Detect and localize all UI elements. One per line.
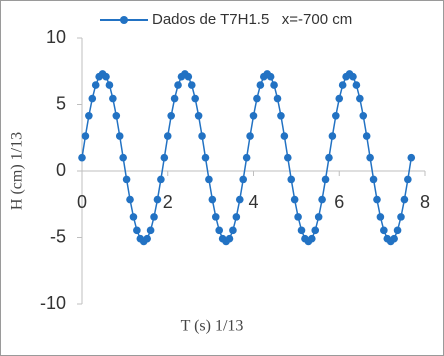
y-axis-title: H (cm) 1/13 [9, 132, 26, 210]
x-tick-label: 0 [77, 192, 87, 212]
data-point [369, 175, 378, 184]
data-point [157, 175, 165, 184]
data-point [81, 132, 90, 140]
data-point [184, 72, 193, 81]
data-point [404, 175, 412, 184]
data-point [249, 112, 258, 120]
legend-swatch-marker [120, 16, 128, 24]
data-point [153, 195, 162, 204]
data-point [407, 153, 416, 162]
y-tick-label: 10 [46, 27, 66, 47]
data-point [294, 213, 302, 221]
x-axis-title: T (s) 1/13 [181, 318, 244, 335]
data-point [366, 153, 374, 162]
data-point [270, 81, 278, 89]
data-point [146, 226, 155, 235]
data-point [335, 94, 344, 103]
data-point [277, 112, 285, 120]
y-tick-label: -10 [40, 293, 66, 313]
data-point [239, 175, 248, 184]
data-point [362, 132, 371, 140]
data-point [284, 153, 292, 162]
data-point [311, 226, 320, 235]
data-point [91, 81, 100, 89]
data-point [273, 94, 282, 103]
data-point [380, 226, 388, 235]
data-point [325, 153, 333, 162]
data-point [208, 195, 217, 204]
data-point [85, 112, 93, 120]
data-point [112, 112, 121, 120]
data-point [287, 175, 296, 184]
data-point [122, 175, 131, 184]
legend-label: Dados de T7H1.5 x=-700 cm [152, 11, 352, 28]
x-tick-label: 6 [334, 192, 344, 212]
data-point [187, 81, 196, 89]
data-point [129, 213, 138, 221]
data-point [115, 132, 124, 140]
data-point [256, 81, 265, 89]
data-point [170, 94, 179, 103]
data-point [314, 213, 323, 221]
data-point [198, 132, 206, 140]
data-point [167, 112, 175, 120]
data-point [246, 132, 254, 140]
data-point [308, 234, 316, 243]
data-point [349, 72, 357, 81]
data-point [328, 132, 337, 140]
data-point [359, 112, 368, 120]
y-tick-label: 0 [56, 160, 66, 180]
data-point [143, 234, 151, 243]
data-point [356, 94, 364, 103]
x-tick-label: 8 [420, 192, 430, 212]
data-point [332, 112, 340, 120]
data-point [376, 213, 385, 221]
data-point [133, 226, 141, 235]
data-point [105, 81, 114, 89]
data-point [266, 72, 275, 81]
data-point [242, 153, 251, 162]
data-point [393, 226, 402, 235]
data-point [109, 94, 117, 103]
data-point [174, 81, 182, 89]
data-point [78, 153, 86, 162]
data-point [160, 153, 169, 162]
data-point [88, 94, 97, 103]
data-point [235, 195, 244, 204]
data-point [390, 234, 398, 243]
data-point [338, 81, 347, 89]
data-point [397, 213, 405, 221]
x-tick-label: 2 [163, 192, 173, 212]
data-point [229, 226, 237, 235]
data-point [150, 213, 158, 221]
data-point [225, 234, 234, 243]
data-point [253, 94, 261, 103]
data-point [352, 81, 361, 89]
data-point [297, 226, 306, 235]
data-point [318, 195, 326, 204]
data-point [290, 195, 299, 204]
data-point [215, 226, 223, 235]
data-point [201, 153, 210, 162]
data-point [373, 195, 381, 204]
data-point [126, 195, 134, 204]
data-point [321, 175, 330, 184]
data-point [211, 213, 220, 221]
data-point [194, 112, 203, 120]
data-point [400, 195, 409, 204]
data-point [102, 72, 110, 81]
y-tick-label: -5 [50, 226, 66, 246]
data-point [280, 132, 289, 140]
data-point [163, 132, 172, 140]
y-tick-label: 5 [56, 93, 66, 113]
x-tick-label: 4 [248, 192, 258, 212]
data-point [232, 213, 241, 221]
data-point [119, 153, 127, 162]
data-point [205, 175, 213, 184]
data-point [191, 94, 199, 103]
